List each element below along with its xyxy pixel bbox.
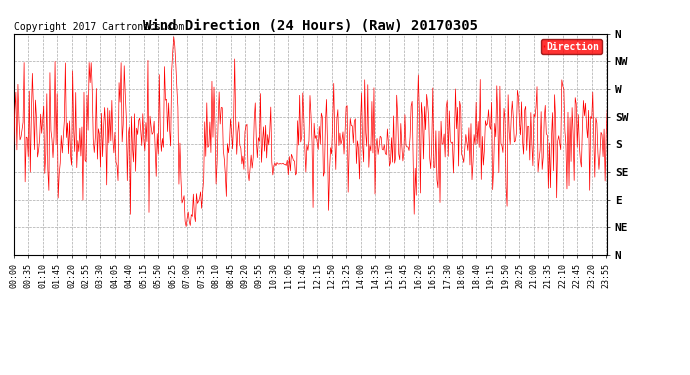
Title: Wind Direction (24 Hours) (Raw) 20170305: Wind Direction (24 Hours) (Raw) 20170305 (143, 19, 478, 33)
Legend: Direction: Direction (541, 39, 602, 54)
Text: Copyright 2017 Cartronics.com: Copyright 2017 Cartronics.com (14, 21, 184, 32)
